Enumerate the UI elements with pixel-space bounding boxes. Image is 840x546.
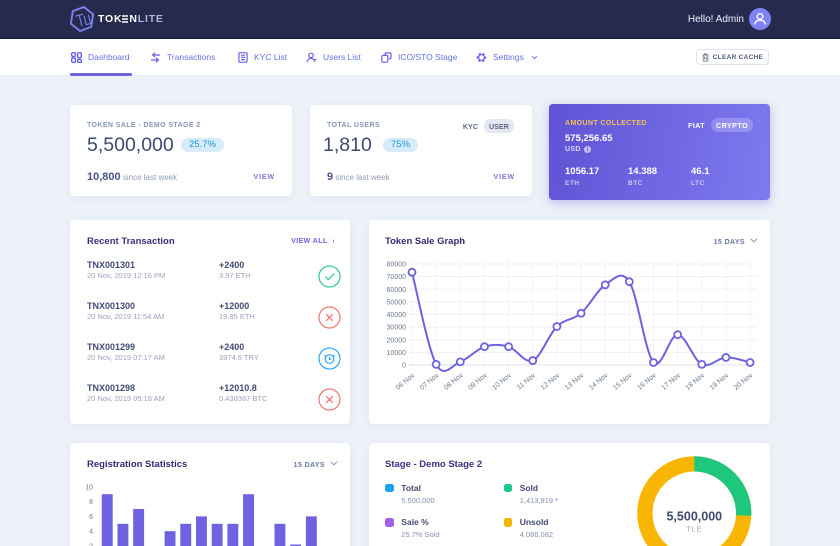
svg-text:13 Nov: 13 Nov xyxy=(564,372,586,392)
svg-text:19 Nov: 19 Nov xyxy=(709,372,731,392)
svg-text:08 Nov: 08 Nov xyxy=(443,372,465,392)
svg-text:20 Nov: 20 Nov xyxy=(733,372,755,392)
svg-text:4: 4 xyxy=(89,529,93,536)
svg-text:14 Nov: 14 Nov xyxy=(588,372,610,392)
svg-text:12 Nov: 12 Nov xyxy=(540,372,562,392)
svg-text:07 Nov: 07 Nov xyxy=(419,372,441,392)
svg-text:6: 6 xyxy=(89,514,93,521)
svg-text:5,500,000: 5,500,000 xyxy=(666,510,722,524)
svg-text:0: 0 xyxy=(402,363,406,370)
svg-text:50000: 50000 xyxy=(387,299,407,306)
svg-text:17 Nov: 17 Nov xyxy=(660,372,682,392)
svg-text:80000: 80000 xyxy=(387,262,407,269)
svg-text:15 Nov: 15 Nov xyxy=(612,372,634,392)
svg-text:16 Nov: 16 Nov xyxy=(636,372,658,392)
svg-text:09 Nov: 09 Nov xyxy=(467,372,489,392)
svg-text:TLE: TLE xyxy=(686,526,702,533)
svg-text:8: 8 xyxy=(89,499,93,506)
svg-text:30000: 30000 xyxy=(387,325,407,332)
svg-text:10: 10 xyxy=(85,484,93,491)
svg-text:10000: 10000 xyxy=(387,350,407,357)
svg-text:60000: 60000 xyxy=(387,287,407,294)
svg-text:20000: 20000 xyxy=(387,337,407,344)
svg-text:70000: 70000 xyxy=(387,274,407,281)
svg-text:2: 2 xyxy=(89,544,93,546)
svg-text:40000: 40000 xyxy=(387,312,407,319)
svg-text:06 Nov: 06 Nov xyxy=(395,372,417,392)
svg-text:18 Nov: 18 Nov xyxy=(685,372,707,392)
svg-text:10 Nov: 10 Nov xyxy=(491,372,513,392)
svg-text:11 Nov: 11 Nov xyxy=(516,372,537,392)
